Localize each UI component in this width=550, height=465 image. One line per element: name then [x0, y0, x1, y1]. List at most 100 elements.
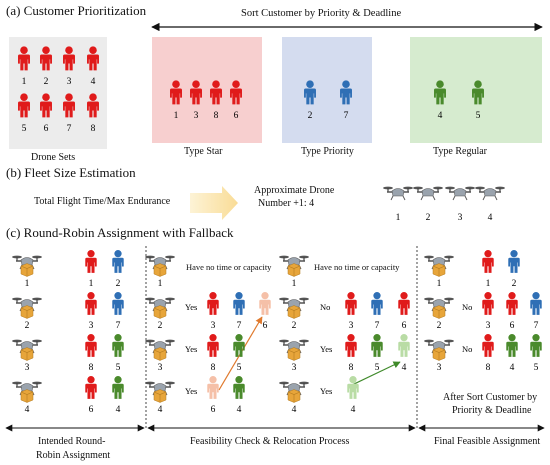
assignment-drone-icon	[12, 255, 42, 277]
drone-set-customer	[40, 46, 52, 71]
drone-set-number: 6	[44, 124, 49, 134]
assignment-drone-number: 1	[292, 279, 297, 289]
final-customer-number: 2	[512, 279, 517, 289]
assignment-drone-icon	[424, 339, 454, 361]
assignment-drone-icon	[12, 339, 42, 361]
intended-customer-number: 1	[89, 279, 94, 289]
fleet-drone-icon	[475, 186, 505, 201]
check-customer	[233, 334, 245, 357]
drone-set-customer	[18, 46, 30, 71]
assignment-drone-number: 1	[437, 279, 442, 289]
assignment-drone-icon	[12, 297, 42, 319]
yes-label: Yes	[320, 344, 332, 354]
drone-set-customer	[63, 93, 75, 118]
assignment-drone-icon	[279, 381, 309, 403]
intended-customer-number: 6	[89, 405, 94, 415]
approx-drone-line1: Approximate Drone	[254, 185, 335, 196]
type-regular-label: Type Regular	[433, 146, 488, 157]
priority-number: 7	[344, 111, 349, 121]
section-a-title: (a) Customer Prioritization	[6, 3, 147, 18]
assignment-drone-number: 3	[437, 363, 442, 373]
relocate-customer	[371, 334, 383, 357]
check-customer	[259, 292, 271, 315]
relocate-customer-number: 7	[375, 321, 380, 331]
check-customer-number: 8	[211, 363, 216, 373]
intended-customer	[112, 376, 124, 399]
drone-set-customer	[63, 46, 75, 71]
fleet-drone-number: 3	[458, 213, 463, 223]
yes-label: Yes	[185, 386, 197, 396]
assignment-drone-number: 2	[292, 321, 297, 331]
final-customer	[530, 292, 542, 315]
star-number: 3	[194, 111, 199, 121]
regular-customer	[472, 80, 484, 105]
final-customer	[530, 334, 542, 357]
yes-label: Yes	[320, 386, 332, 396]
star-customer	[230, 80, 242, 105]
relocate-customer-number: 5	[375, 363, 380, 373]
intended-customer-number: 3	[89, 321, 94, 331]
relocate-customer-number: 4	[402, 363, 407, 373]
relocate-customer-number: 8	[349, 363, 354, 373]
no-label: No	[462, 302, 472, 312]
assignment-drone-number: 3	[158, 363, 163, 373]
drone-set-customer	[18, 93, 30, 118]
fleet-drone-icon	[383, 186, 413, 201]
final-customer	[482, 292, 494, 315]
final-customer-number: 1	[486, 279, 491, 289]
intended-customer	[112, 292, 124, 315]
relocate-customer	[347, 376, 359, 399]
intended-customer-number: 5	[116, 363, 121, 373]
final-customer	[482, 334, 494, 357]
drone-set-number: 8	[91, 124, 96, 134]
type-priority-label: Type Priority	[301, 146, 354, 157]
priority-customer	[304, 80, 316, 105]
drone-set-customer	[87, 93, 99, 118]
relocate-customer-number: 3	[349, 321, 354, 331]
final-customer-number: 8	[486, 363, 491, 373]
intended-customer-number: 7	[116, 321, 121, 331]
section-b-title: (b) Fleet Size Estimation	[6, 165, 136, 180]
intended-customer	[112, 334, 124, 357]
star-customer	[170, 80, 182, 105]
intended-customer	[85, 334, 97, 357]
no-time-text-right: Have no time or capacity	[314, 262, 400, 272]
intended-customer-number: 4	[116, 405, 121, 415]
assignment-drone-icon	[279, 297, 309, 319]
yes-label: Yes	[185, 302, 197, 312]
final-customer-number: 3	[486, 321, 491, 331]
check-customer	[207, 376, 219, 399]
drone-set-number: 4	[91, 77, 96, 87]
check-customer-number: 4	[237, 405, 242, 415]
star-customer	[190, 80, 202, 105]
relocate-customer	[398, 334, 410, 357]
section-c-title: (c) Round-Robin Assignment with Fallback	[6, 225, 234, 240]
assignment-drone-icon	[145, 297, 175, 319]
col1-label-line1: Intended Round-	[38, 436, 106, 447]
check-customer-number: 3	[211, 321, 216, 331]
drone-sets-label: Drone Sets	[31, 152, 76, 163]
intended-customer-number: 8	[89, 363, 94, 373]
yes-label: Yes	[185, 344, 197, 354]
relocate-customer-number: 4	[351, 405, 356, 415]
after-sort-line1: After Sort Customer by	[443, 392, 538, 403]
assignment-drone-number: 1	[158, 279, 163, 289]
assignment-drone-icon	[424, 255, 454, 277]
check-customer	[207, 292, 219, 315]
assignment-drone-number: 4	[25, 405, 30, 415]
assignment-drone-number: 4	[292, 405, 297, 415]
no-time-text-left: Have no time or capacity	[186, 262, 272, 272]
fleet-drone-number: 1	[396, 213, 401, 223]
relocation-arrow-green	[351, 361, 401, 386]
check-customer	[233, 292, 245, 315]
drone-set-number: 7	[67, 124, 72, 134]
no-label: No	[462, 344, 472, 354]
assignment-drone-icon	[145, 339, 175, 361]
drone-set-number: 3	[67, 77, 72, 87]
after-sort-line2: Priority & Deadline	[452, 405, 532, 416]
fleet-formula: Total Flight Time/Max Endurance	[34, 196, 171, 207]
fleet-drone-icon	[413, 186, 443, 201]
final-customer	[508, 250, 520, 273]
drone-set-customer	[40, 93, 52, 118]
type-star-label: Type Star	[184, 146, 223, 157]
